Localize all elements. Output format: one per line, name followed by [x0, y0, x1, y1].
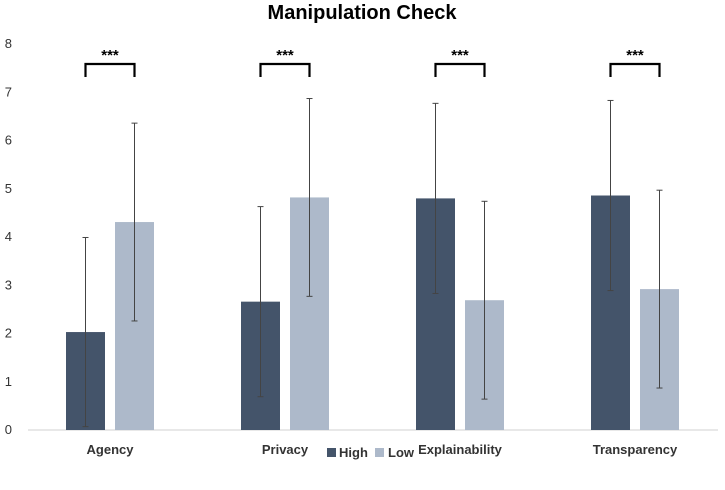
- significance-label: ***: [451, 47, 469, 64]
- y-axis: 0 1 2 3 4 5 6 7 8: [5, 36, 12, 437]
- significance-bracket-privacy: [259, 62, 311, 77]
- y-tick-label: 8: [5, 36, 12, 51]
- significance-label: ***: [626, 47, 644, 64]
- significance-label: ***: [276, 47, 294, 64]
- y-tick-label: 1: [5, 374, 12, 389]
- legend-swatch-high: [327, 448, 336, 457]
- legend-swatch-low: [375, 448, 384, 457]
- significance-bracket-explainability: [434, 62, 486, 77]
- bars: [66, 195, 679, 430]
- category-labels: Agency Privacy Explainability Transparency: [87, 442, 679, 457]
- y-tick-label: 3: [5, 277, 12, 292]
- y-tick-label: 0: [5, 422, 12, 437]
- category-label-explainability: Explainability: [418, 442, 503, 457]
- legend-label-low: Low: [388, 445, 415, 460]
- significance-label: ***: [101, 47, 119, 64]
- y-tick-label: 2: [5, 326, 12, 341]
- y-tick-label: 6: [5, 133, 12, 148]
- y-tick-label: 4: [5, 229, 12, 244]
- legend: High Low: [327, 445, 415, 460]
- significance-bracket-agency: [84, 62, 136, 77]
- significance-brackets: *** *** *** ***: [84, 47, 661, 77]
- category-label-transparency: Transparency: [593, 442, 678, 457]
- legend-label-high: High: [339, 445, 368, 460]
- significance-bracket-transparency: [609, 62, 661, 77]
- category-label-privacy: Privacy: [262, 442, 309, 457]
- y-tick-label: 5: [5, 181, 12, 196]
- category-label-agency: Agency: [87, 442, 135, 457]
- chart-title: Manipulation Check: [268, 2, 458, 24]
- error-bars: [82, 98, 663, 428]
- y-tick-label: 7: [5, 84, 12, 99]
